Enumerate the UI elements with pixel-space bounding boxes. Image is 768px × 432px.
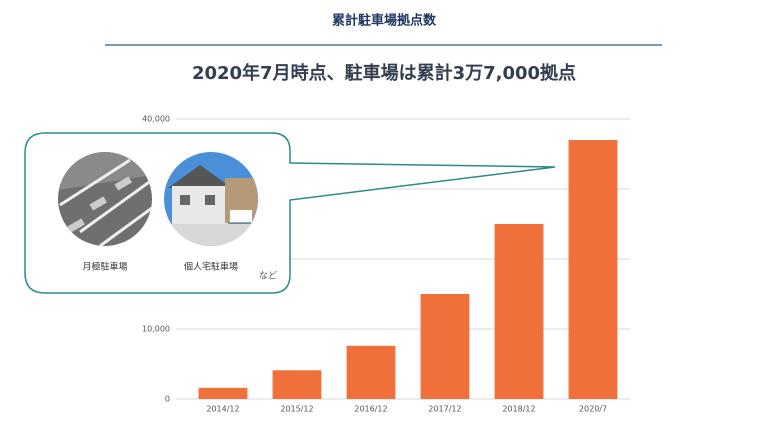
callout-label: 月極駐車場 (82, 261, 127, 273)
bar (420, 294, 470, 399)
house-photo (164, 152, 258, 246)
y-tick-label: 0 (165, 395, 170, 404)
bar (272, 370, 322, 399)
x-tick-label: 2017/12 (428, 405, 461, 414)
callout-label: 個人宅駐車場 (184, 261, 238, 273)
x-tick-label: 2018/12 (502, 405, 535, 414)
y-tick-label: 10,000 (142, 325, 170, 334)
bar (568, 140, 618, 399)
x-tick-label: 2016/12 (354, 405, 387, 414)
callout: 月極駐車場 個人宅駐車場 など (24, 132, 556, 294)
bar (198, 387, 248, 399)
x-tick-label: 2020/7 (579, 405, 607, 414)
x-tick-label: 2015/12 (280, 405, 313, 414)
x-tick-label: 2014/12 (206, 405, 239, 414)
bar (494, 224, 544, 399)
callout-note: など (259, 271, 277, 282)
chart-title: 累計駐車場拠点数 (332, 13, 437, 29)
chart-subtitle: 2020年7月時点、駐車場は累計3万7,000拠点 (192, 62, 576, 84)
bars (198, 140, 618, 399)
callout-box (24, 132, 556, 294)
parking-lot-photo (58, 152, 152, 246)
y-tick-label: 40,000 (142, 115, 170, 124)
bar (346, 345, 396, 399)
